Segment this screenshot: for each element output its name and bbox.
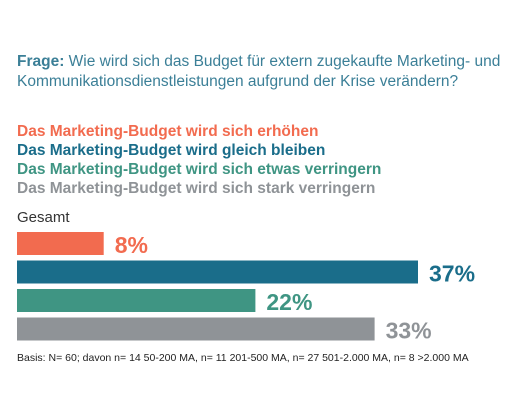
data-label-erhoehen: 8% [115, 232, 148, 258]
data-label-stark: 33% [386, 318, 432, 344]
data-label-etwas: 22% [266, 289, 312, 315]
bar-erhoehen [17, 232, 104, 255]
legend-entry-etwas: Das Marketing-Budget wird sich etwas ver… [17, 161, 382, 178]
question-label: Frage: [17, 53, 65, 70]
legend: Das Marketing-Budget wird sich erhöhen D… [17, 122, 507, 198]
legend-entry-gleich: Das Marketing-Budget wird gleich bleiben [17, 142, 326, 159]
group-label: Gesamt [17, 209, 70, 226]
bar-gleich [17, 260, 418, 284]
bar-etwas [17, 289, 256, 312]
data-label-gleich: 37% [429, 261, 475, 287]
legend-entry-stark: Das Marketing-Budget wird sich stark ver… [17, 180, 376, 197]
legend-entry-erhoehen: Das Marketing-Budget wird sich erhöhen [17, 123, 319, 140]
bar-stark [17, 317, 375, 341]
question-text: Frage: Wie wird sich das Budget für exte… [17, 52, 507, 92]
question-body: Wie wird sich das Budget für extern zuge… [17, 53, 501, 90]
footnote: Basis: N= 60; davon n= 14 50-200 MA, n= … [17, 352, 469, 364]
